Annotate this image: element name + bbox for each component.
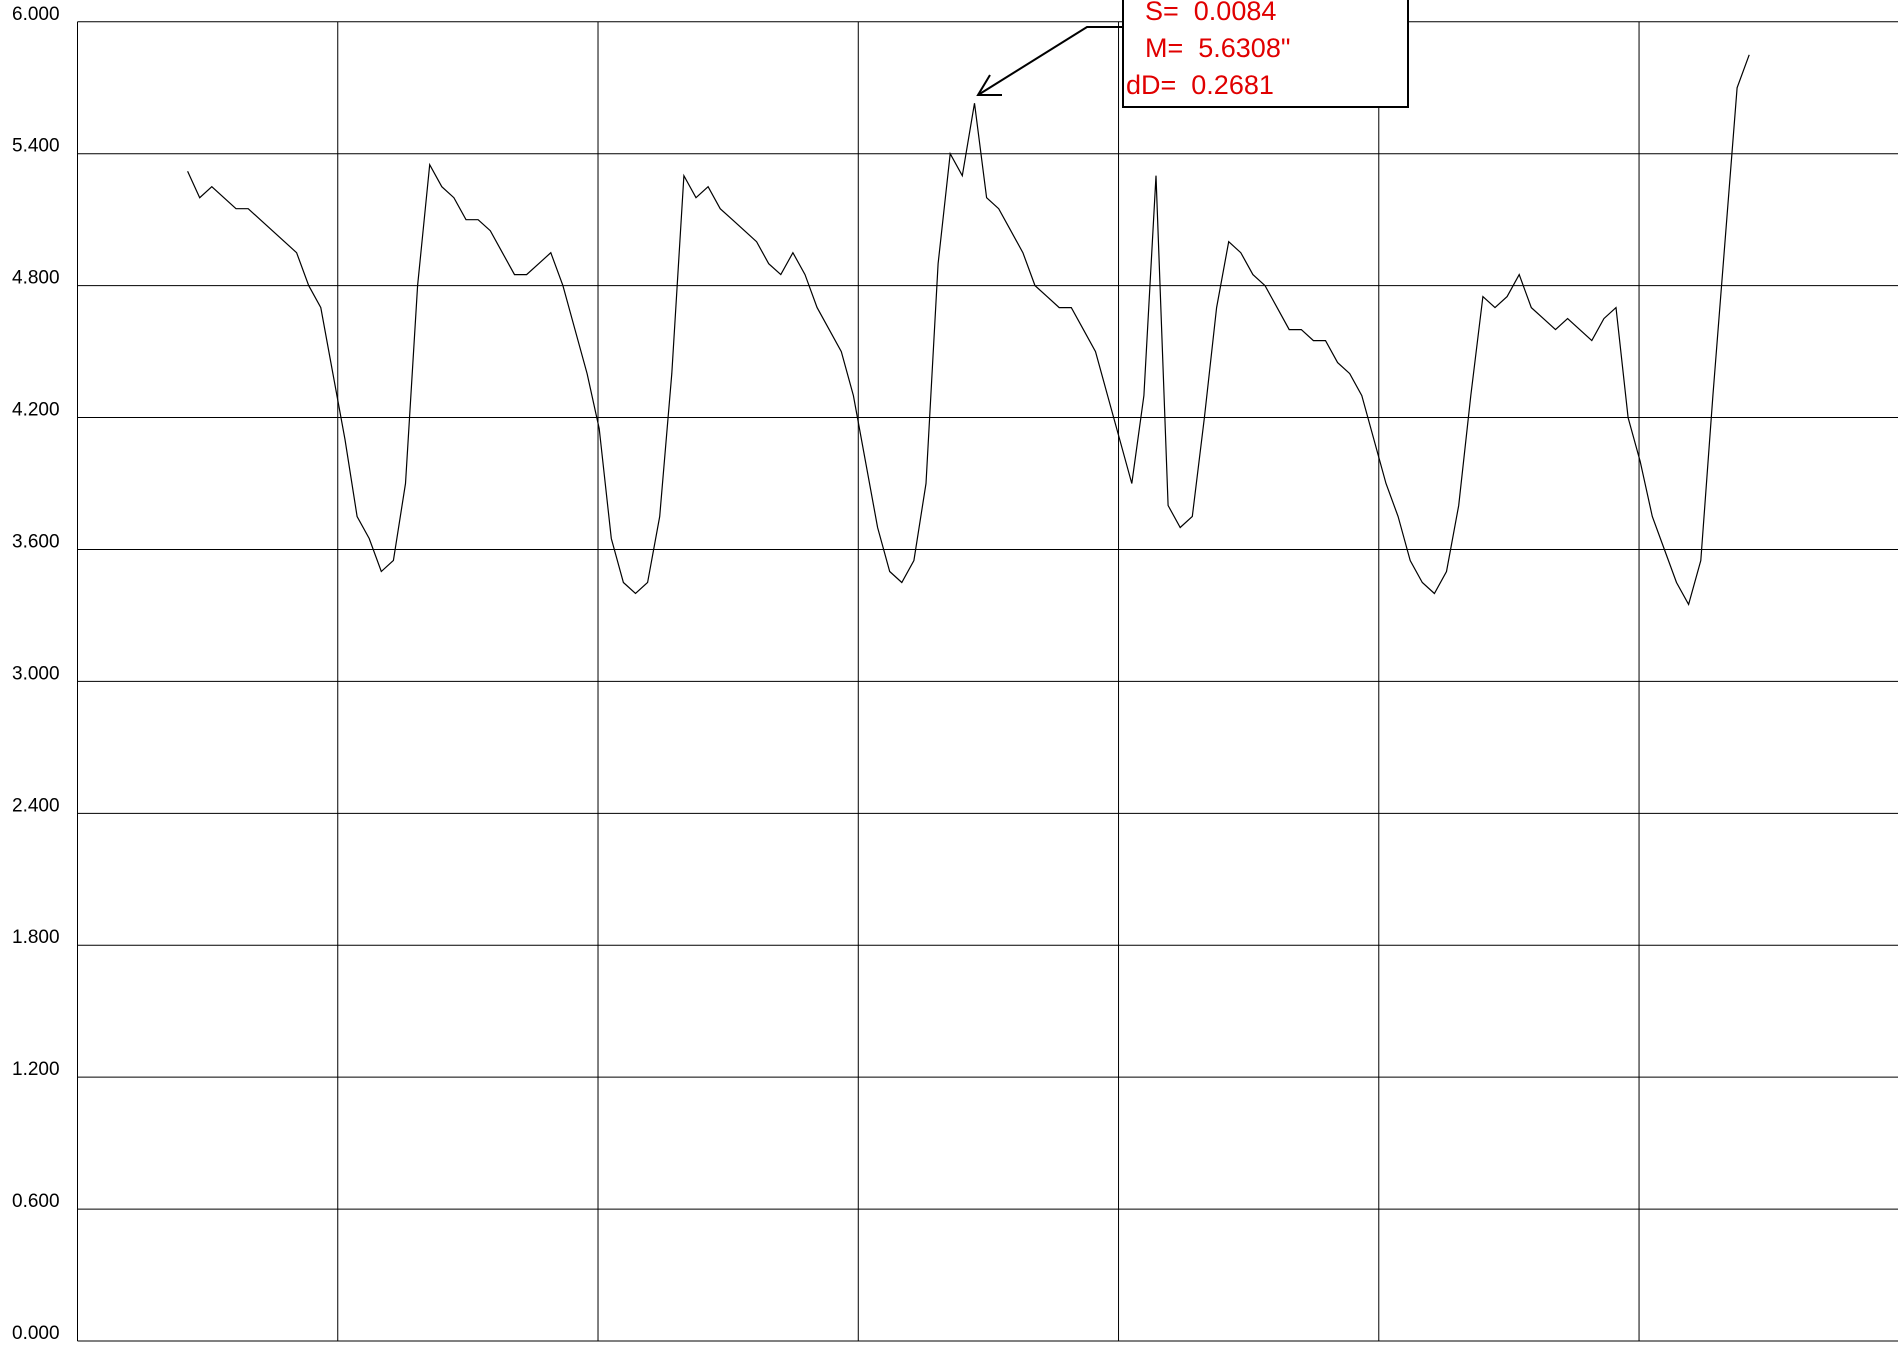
y-tick-label: 5.400 [12, 136, 60, 157]
annotation-line: dD= 0.2681 [1126, 70, 1274, 100]
arrow-head [976, 74, 1002, 96]
plot [187, 54, 1750, 606]
y-tick-label: 1.800 [12, 927, 60, 948]
y-tick-label: 6.000 [12, 4, 60, 25]
y-tick-label: 4.800 [12, 268, 60, 289]
annotation-line: S= 0.0084 [1145, 0, 1276, 26]
grid: 0.000 0.600 1.200 1.800 2.400 3.000 3.600 4.200… [12, 4, 1898, 1344]
annotation: S= 0.0084 M= 5.6308" dD= 0.2681 [976, 0, 1409, 108]
y-tick-label: 4.200 [12, 400, 60, 421]
annotation-line: M= 5.6308" [1145, 33, 1290, 63]
y-tick-label: 0.000 [12, 1323, 60, 1344]
y-tick-label: 1.200 [12, 1059, 60, 1080]
y-tick-label: 3.000 [12, 663, 60, 684]
y-tick-label: 2.400 [12, 795, 60, 816]
y-tick-label: 3.600 [12, 531, 60, 552]
annotation-arrow [977, 26, 1123, 96]
annotation-box [1122, 0, 1409, 108]
series-line [187, 54, 1750, 606]
y-tick-label: 0.600 [12, 1191, 60, 1212]
